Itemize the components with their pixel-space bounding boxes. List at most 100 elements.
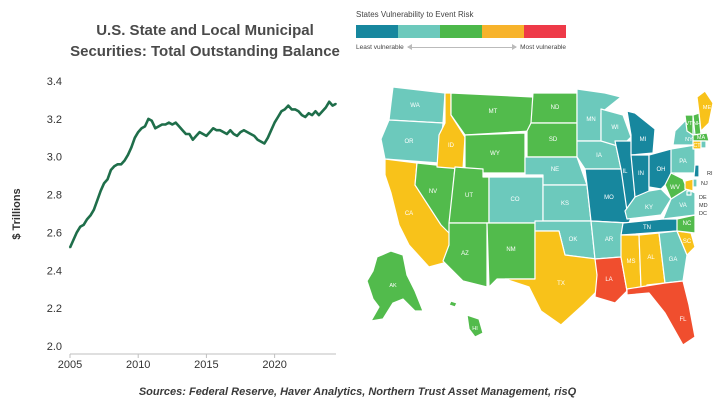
state-label-IN: IN [638,171,644,177]
legend-swatch-1 [356,25,398,38]
data-point [154,127,157,130]
legend-most-label: Most vulnerable [520,44,566,51]
data-point [273,121,276,124]
legend-swatch-3 [440,25,482,38]
legend-scale: Least vulnerable Most vulnerable [356,44,566,51]
data-point [277,116,279,118]
data-point [192,138,194,141]
data-point [171,123,174,126]
data-point [89,214,92,217]
state-OR [380,119,444,164]
state-label-CA: CA [405,211,413,217]
data-point [178,125,180,128]
data-point [161,123,163,126]
data-point [99,190,102,192]
state-label-MD: MD [699,203,708,209]
state-label-ID: ID [448,143,455,149]
chart-title-line-2: Securities: Total Outstanding Balance [70,43,340,60]
data-point [318,114,320,116]
state-label-MO: MO [604,195,614,201]
data-point [328,101,331,103]
state-label-LA: LA [605,277,612,283]
data-point [106,178,109,181]
data-point [236,135,238,137]
x-tick-label: 2010 [126,359,150,371]
state-label-VT: VT [685,121,693,127]
data-point [307,112,310,114]
data-point [294,108,296,111]
state-label-NM: NM [506,247,515,253]
data-point [325,106,327,109]
state-label-ME: ME [703,105,712,111]
state-label-GA: GA [669,257,678,263]
data-point [253,135,255,137]
data-point [127,154,129,156]
state-label-TN: TN [643,225,651,231]
data-point [249,133,252,135]
state-MT [450,92,534,136]
state-label-OH: OH [657,167,666,173]
state-label-AL: AL [647,255,655,261]
data-point [209,131,211,133]
us-map-extra-regions: NY VT NH ME MA CT AK HI RI NJ DE MD DC [366,90,714,338]
state-MA [692,132,710,142]
state-label-AK: AK [389,283,397,289]
state-label-MN: MN [586,117,595,123]
state-AK [366,250,424,322]
state-label-WV: WV [670,185,680,191]
data-point [198,131,201,133]
state-label-MI: MI [640,137,647,143]
data-point [229,129,232,131]
y-tick-label: 3.2 [47,114,62,126]
state-label-AR: AR [605,237,614,243]
data-point [280,110,283,113]
data-point [226,133,228,135]
data-point [134,137,136,139]
data-point [314,110,317,113]
data-point [215,129,218,131]
data-point [76,231,78,234]
state-FL [626,280,695,345]
state-label-NV: NV [429,189,437,195]
state-label-UT: UT [465,193,473,199]
data-point [311,114,313,116]
data-point [168,121,170,124]
legend-double-arrow-icon [406,44,518,50]
data-point [205,135,208,137]
data-point [96,199,99,202]
data-point [263,142,266,145]
data-point [246,131,249,133]
data-point [195,135,197,137]
data-point [331,104,334,107]
y-tick-label: 2.2 [47,303,62,315]
data-point [267,137,269,139]
state-label-OK: OK [569,237,578,243]
state-label-NH: NH [693,121,701,127]
data-point [151,120,153,122]
data-point [72,239,75,241]
data-point [113,165,116,167]
state-label-SC: SC [683,239,692,245]
state-PA [670,144,695,174]
chart-title-line-1: U.S. State and Local Municipal [96,22,314,39]
data-point [86,218,88,220]
data-point [157,125,160,128]
y-tick-label: 2.8 [47,190,62,202]
sources-note: Sources: Federal Reserve, Haver Analytic… [138,386,577,398]
y-tick-label: 2.4 [47,265,62,277]
data-point [137,131,139,133]
x-tick-label: 2015 [194,359,218,371]
chart-title: U.S. State and Local Municipal Securitie… [55,20,355,62]
data-point [79,226,81,228]
data-point [82,224,85,226]
state-MD [684,178,694,192]
state-GA [658,230,688,284]
state-label-CT: CT [693,143,701,149]
legend-swatch-5 [524,25,566,38]
data-point [301,114,303,116]
data-point [256,138,259,141]
state-label-KY: KY [645,205,653,211]
state-label-AZ: AZ [461,251,469,257]
data-point [212,127,214,130]
state-label-NC: NC [683,221,692,227]
